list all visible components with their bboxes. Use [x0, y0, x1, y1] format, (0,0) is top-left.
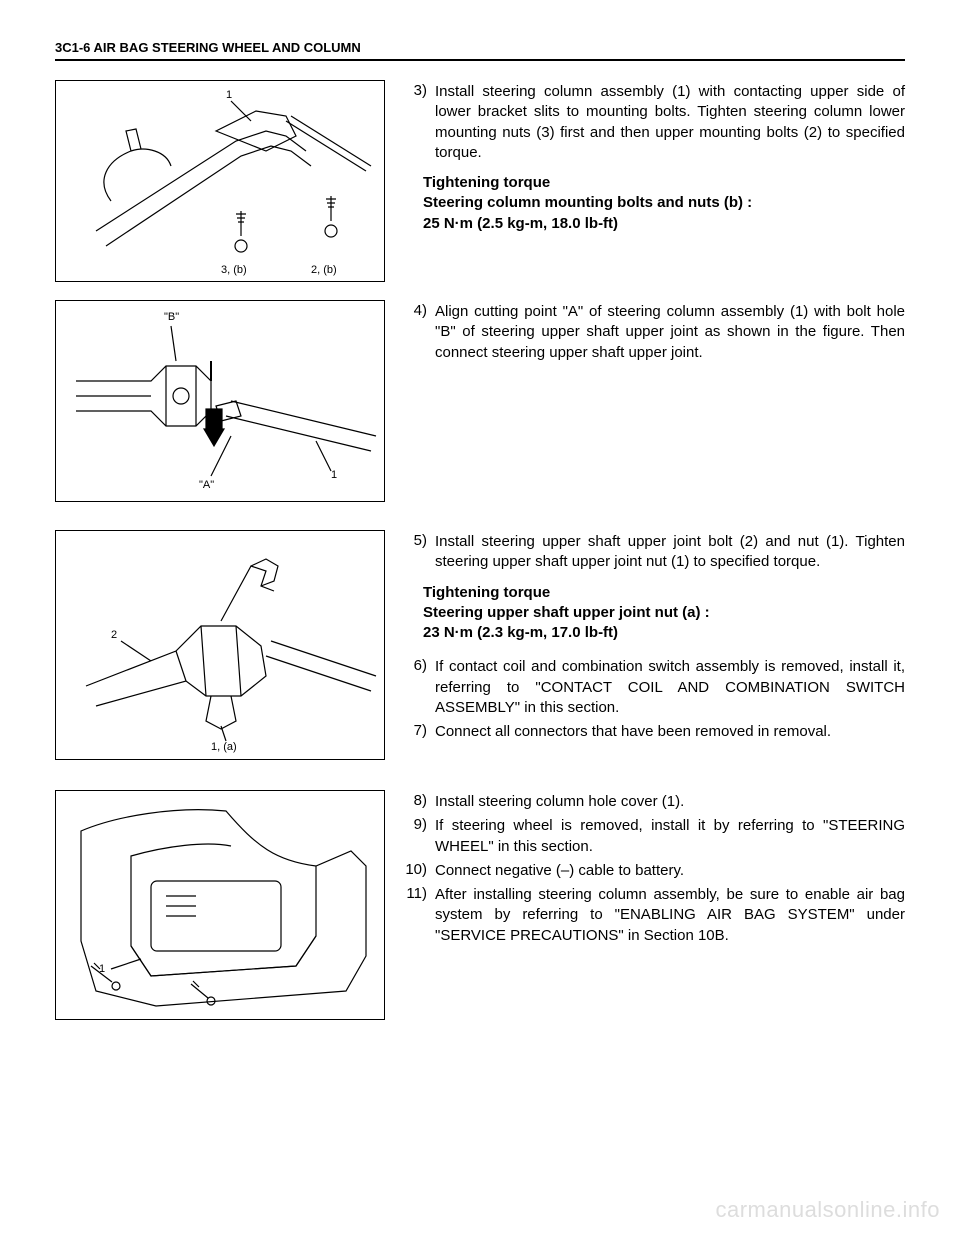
figure-2: "B" "A" 1 [55, 300, 385, 502]
step-10-num: 10) [405, 861, 435, 881]
fig2-label-b: "B" [164, 311, 179, 323]
step-5-block: 5) Install steering upper shaft upper jo… [405, 532, 905, 746]
figure-1: 1 3, (b) 2, (b) [55, 80, 385, 282]
fig3-label-1a: 1, (a) [211, 741, 237, 753]
step-10-text: Connect negative (–) cable to battery. [435, 861, 905, 881]
torque-1-l3: 25 N·m (2.5 kg-m, 18.0 lb-ft) [423, 214, 905, 234]
torque-2-l1: Tightening torque [423, 583, 905, 603]
step-3: 3) Install steering column assembly (1) … [405, 82, 905, 163]
step-3-num: 3) [405, 82, 435, 163]
step-8: 8) Install steering column hole cover (1… [405, 792, 905, 812]
fig3-diagram [56, 531, 384, 759]
fig4-diagram [56, 791, 384, 1019]
step-6-text: If contact coil and combination switch a… [435, 657, 905, 718]
fig1-label-1: 1 [226, 89, 232, 101]
step-7: 7) Connect all connectors that have been… [405, 722, 905, 742]
fig3-label-2: 2 [111, 629, 117, 641]
step-4-block: 4) Align cutting point "A" of steering c… [405, 302, 905, 367]
header-ref: 3C1-6 AIR BAG STEERING WHEEL AND COLUMN [55, 40, 361, 55]
fig2-label-1: 1 [331, 469, 337, 481]
step-9-num: 9) [405, 816, 435, 857]
figure-4: 1 [55, 790, 385, 1020]
fig1-label-2b: 2, (b) [311, 264, 337, 276]
watermark: carmanualsonline.info [715, 1197, 940, 1223]
torque-2-l2: Steering upper shaft upper joint nut (a)… [423, 603, 905, 623]
figure-3: 2 1, (a) [55, 530, 385, 760]
page-header: 3C1-6 AIR BAG STEERING WHEEL AND COLUMN [55, 40, 905, 61]
step-7-text: Connect all connectors that have been re… [435, 722, 905, 742]
step-11: 11) After installing steering column ass… [405, 885, 905, 946]
step-10: 10) Connect negative (–) cable to batter… [405, 861, 905, 881]
step-8-text: Install steering column hole cover (1). [435, 792, 905, 812]
step-9-text: If steering wheel is removed, install it… [435, 816, 905, 857]
step-5-text: Install steering upper shaft upper joint… [435, 532, 905, 573]
step-8-block: 8) Install steering column hole cover (1… [405, 792, 905, 950]
step-5-num: 5) [405, 532, 435, 573]
step-8-num: 8) [405, 792, 435, 812]
torque-1-l2: Steering column mounting bolts and nuts … [423, 193, 905, 213]
torque-1-l1: Tightening torque [423, 173, 905, 193]
step-4-num: 4) [405, 302, 435, 363]
fig1-label-3b: 3, (b) [221, 264, 247, 276]
torque-2-l3: 23 N·m (2.3 kg-m, 17.0 lb-ft) [423, 623, 905, 643]
fig1-diagram [56, 81, 384, 281]
step-3-block: 3) Install steering column assembly (1) … [405, 82, 905, 234]
step-9: 9) If steering wheel is removed, install… [405, 816, 905, 857]
step-3-text: Install steering column assembly (1) wit… [435, 82, 905, 163]
torque-2: Tightening torque Steering upper shaft u… [423, 583, 905, 644]
step-4: 4) Align cutting point "A" of steering c… [405, 302, 905, 363]
step-11-text: After installing steering column assembl… [435, 885, 905, 946]
fig4-label-1: 1 [99, 963, 105, 975]
step-4-text: Align cutting point "A" of steering colu… [435, 302, 905, 363]
fig2-label-a: "A" [199, 479, 214, 491]
step-6-num: 6) [405, 657, 435, 718]
step-11-num: 11) [405, 885, 435, 946]
step-5: 5) Install steering upper shaft upper jo… [405, 532, 905, 573]
step-6: 6) If contact coil and combination switc… [405, 657, 905, 718]
torque-1: Tightening torque Steering column mounti… [423, 173, 905, 234]
step-7-num: 7) [405, 722, 435, 742]
